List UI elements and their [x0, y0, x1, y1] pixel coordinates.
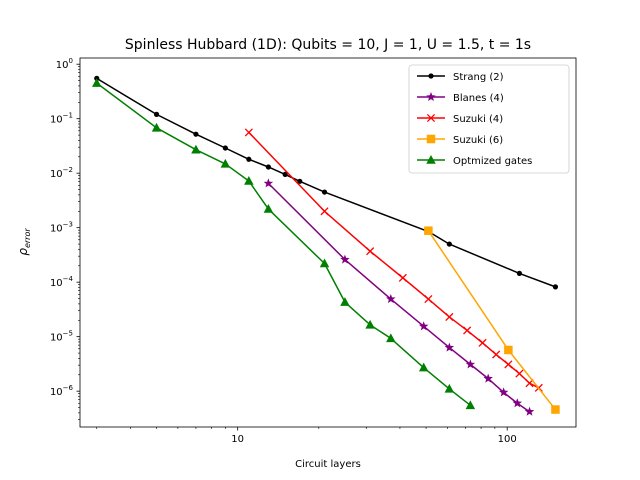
x-tick-label: 100 — [498, 434, 517, 445]
data-point — [244, 175, 254, 185]
data-point — [191, 144, 201, 154]
legend-marker — [426, 134, 436, 144]
data-point — [319, 258, 330, 268]
data-point — [418, 362, 429, 372]
data-point — [424, 295, 433, 304]
legend-item: Strang (2) — [417, 72, 504, 83]
data-point — [444, 383, 455, 393]
data-point — [446, 241, 452, 247]
data-point — [222, 145, 228, 151]
data-point — [246, 156, 252, 162]
data-point — [151, 122, 162, 132]
data-point — [516, 270, 523, 276]
legend-marker — [426, 92, 436, 102]
y-axis: 10−6 10−5 10−4 10−3 10−2 10−1 100 — [50, 57, 80, 420]
data-point — [483, 373, 493, 383]
plot-frame — [79, 57, 577, 428]
legend-item: Suzuki (6) — [417, 134, 503, 146]
series-1 — [263, 178, 535, 416]
legend-marker — [428, 73, 434, 79]
data-point — [551, 405, 560, 414]
data-point — [340, 297, 350, 306]
data-point — [220, 158, 231, 168]
x-axis: 10 100 — [96, 427, 517, 445]
data-point — [244, 128, 253, 137]
x-tick-label: 10 — [231, 434, 244, 445]
y-tick-label: 10−1 — [50, 112, 73, 126]
data-point — [524, 406, 535, 416]
data-point — [297, 178, 303, 184]
data-point — [265, 164, 271, 170]
data-point — [478, 338, 487, 347]
data-point — [366, 247, 375, 256]
data-point — [418, 321, 429, 331]
legend-item: Optmized gates — [417, 155, 532, 167]
series-2 — [244, 128, 543, 392]
series-0 — [94, 75, 559, 290]
data-point — [552, 284, 559, 290]
data-point — [465, 400, 476, 410]
chart-title: Spinless Hubbard (1D): Qubits = 10, J = … — [125, 37, 531, 53]
data-point — [321, 189, 328, 195]
y-tick-label: 10−2 — [50, 166, 73, 180]
data-point — [465, 359, 476, 369]
y-tick-label: 100 — [56, 57, 73, 71]
data-point — [282, 171, 288, 178]
data-point — [386, 294, 396, 304]
series-3 — [424, 226, 560, 414]
legend-label: Suzuki (4) — [453, 114, 503, 125]
data-point — [92, 78, 102, 87]
data-point — [263, 178, 274, 188]
legend-label: Strang (2) — [453, 72, 504, 83]
data-point — [504, 345, 513, 355]
data-point — [498, 387, 509, 397]
data-point — [444, 342, 455, 352]
data-point — [512, 398, 523, 408]
data-point — [445, 312, 454, 322]
y-tick-label: 10−3 — [50, 221, 73, 235]
y-axis-title: ρerror — [16, 228, 32, 256]
data-point — [340, 254, 350, 264]
plot-area — [92, 75, 560, 416]
legend-item: Suzuki (4) — [417, 113, 503, 125]
legend: Strang (2) Blanes (4) Suzuki (4) Suzuki (6)… — [408, 64, 570, 174]
y-tick-label: 10−6 — [50, 384, 74, 398]
legend-marker — [426, 113, 436, 123]
series-line — [267, 182, 530, 413]
data-point — [263, 204, 274, 213]
legend-label: Blanes (4) — [453, 93, 504, 104]
data-point — [515, 369, 524, 378]
series-4 — [92, 78, 476, 410]
y-tick-label: 10−5 — [50, 330, 73, 344]
legend-box — [408, 64, 570, 174]
data-point — [463, 326, 472, 335]
x-axis-title: Circuit layers — [295, 459, 361, 470]
legend-label: Suzuki (6) — [453, 135, 503, 146]
data-point — [320, 207, 329, 216]
data-point — [398, 273, 407, 282]
data-point — [365, 319, 375, 329]
data-point — [424, 226, 433, 235]
data-point — [193, 131, 199, 137]
legend-marker — [426, 155, 436, 164]
data-point — [153, 111, 160, 117]
legend-item: Blanes (4) — [417, 92, 504, 104]
y-tick-label: 10−4 — [50, 275, 74, 289]
legend-label: Optmized gates — [453, 156, 532, 167]
data-point — [492, 350, 501, 359]
data-point — [386, 333, 396, 343]
data-point — [504, 360, 513, 369]
